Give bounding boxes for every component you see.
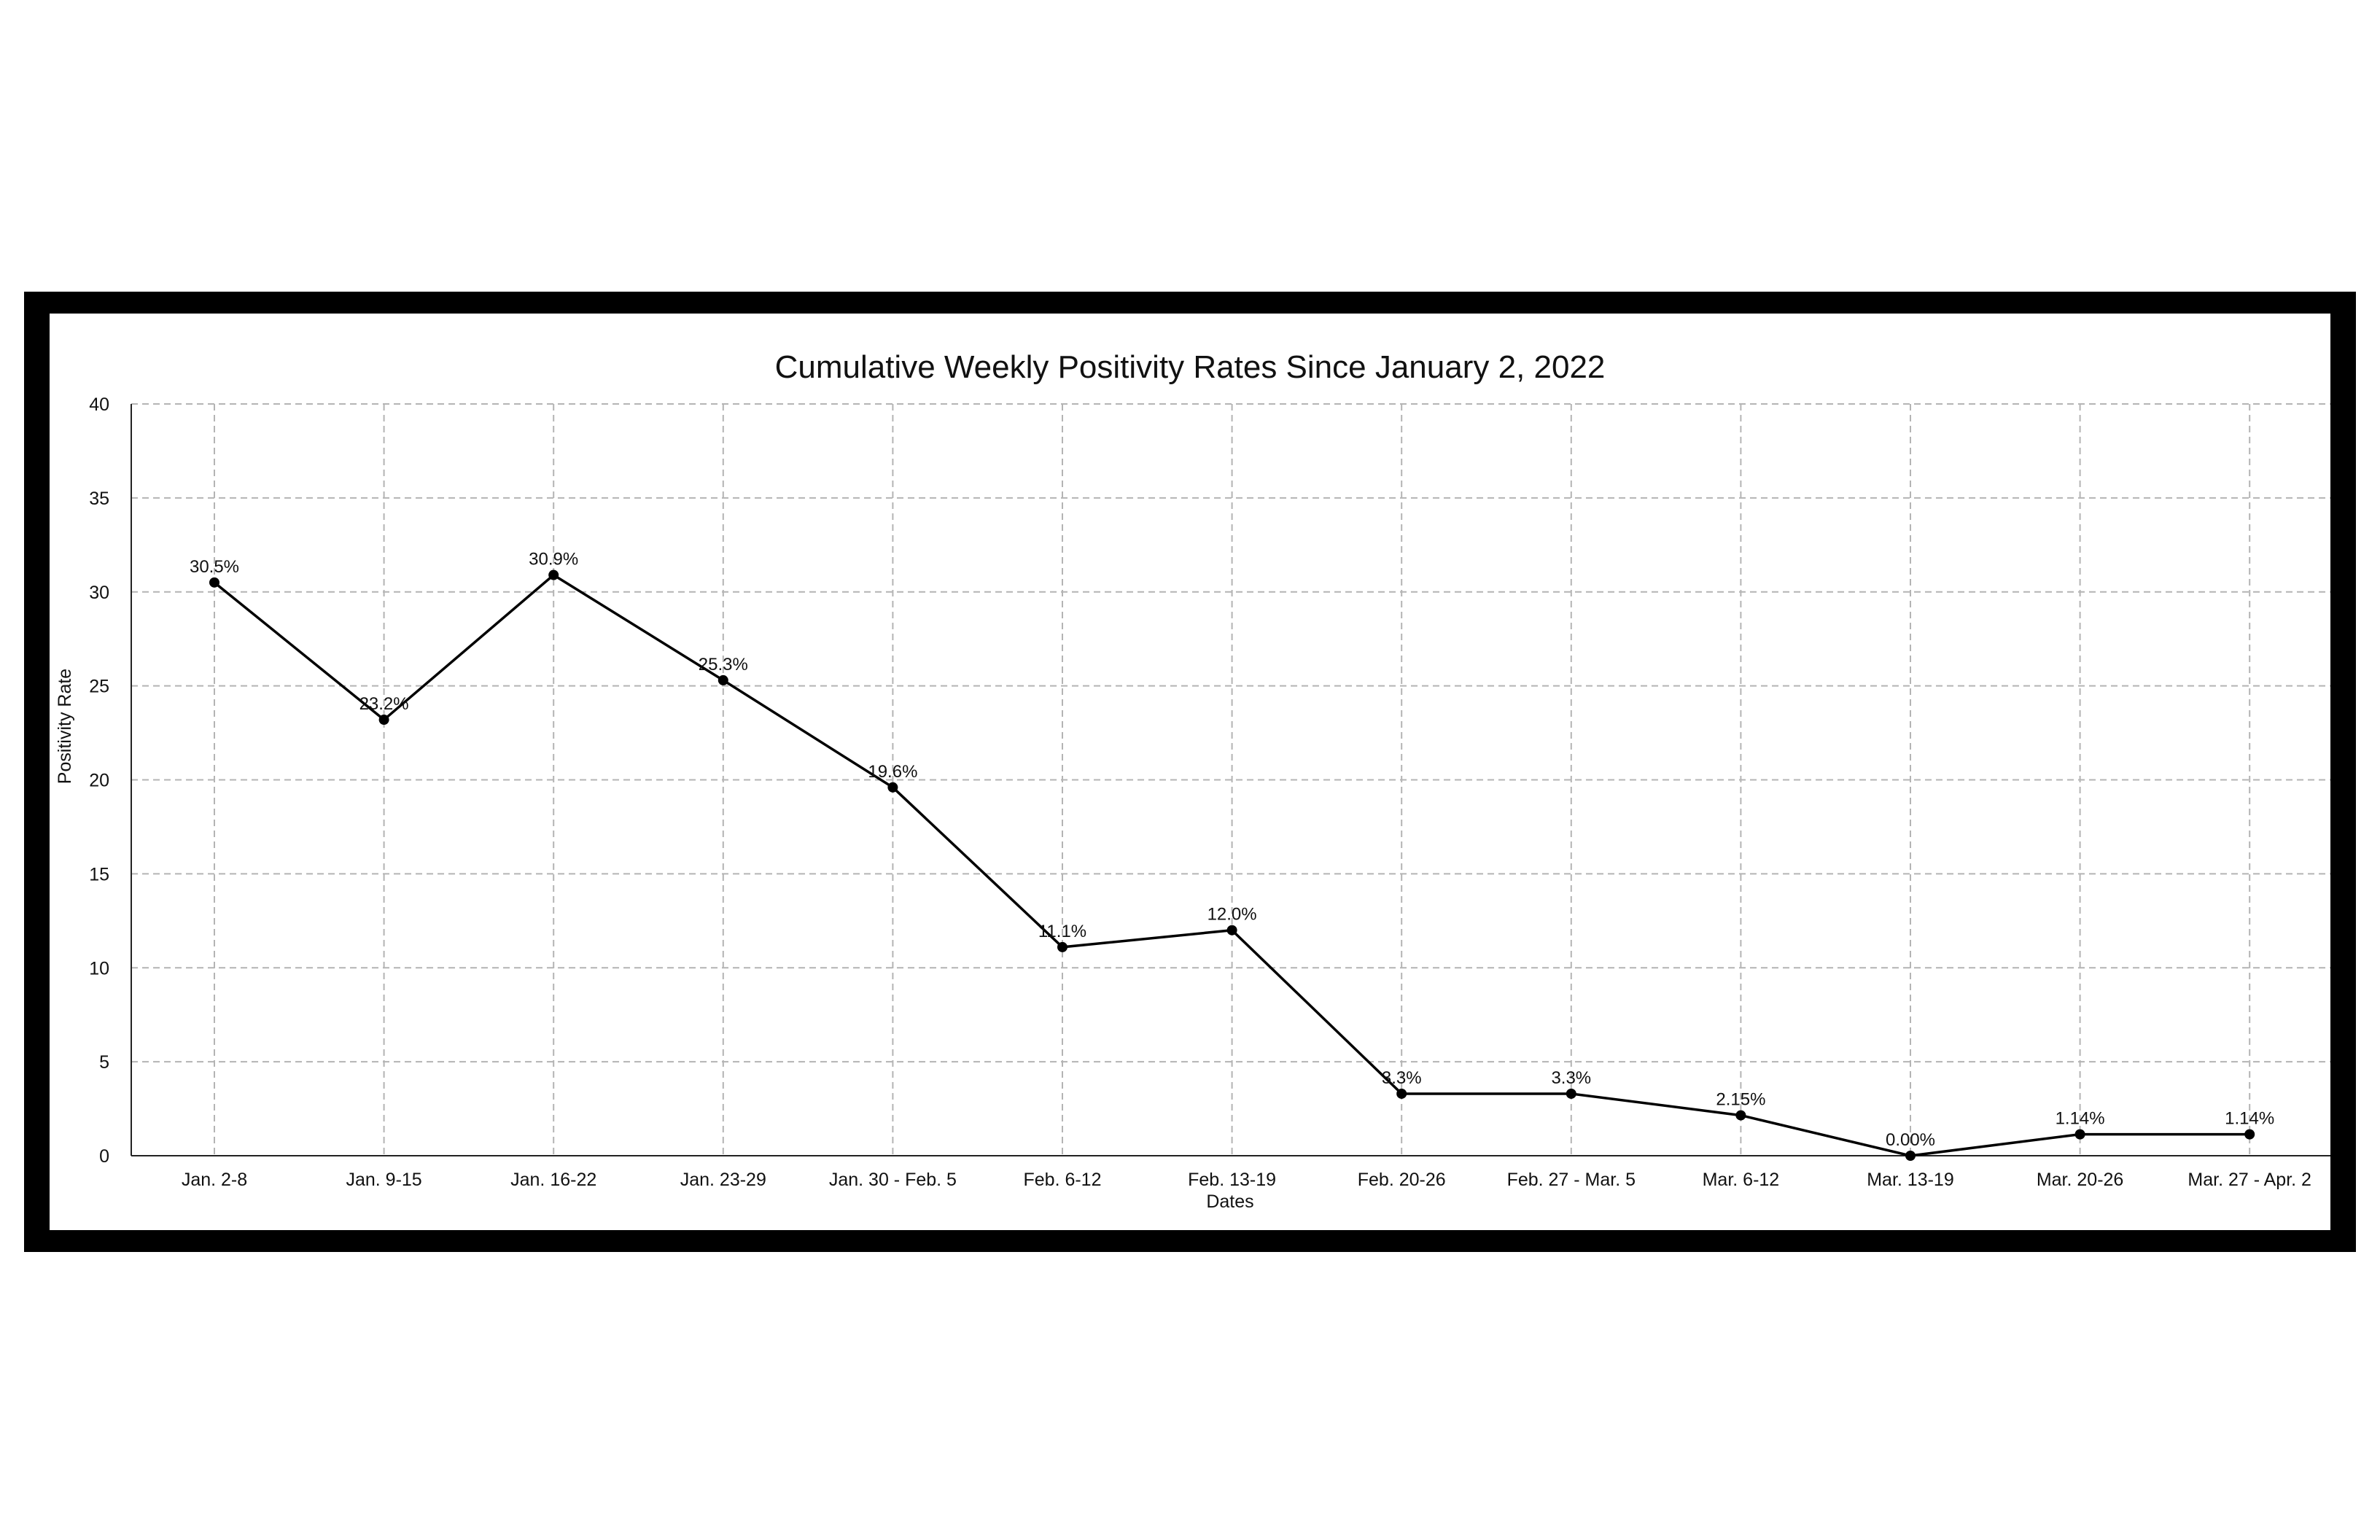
x-tick-label: Jan. 9-15: [346, 1170, 421, 1190]
data-label: 30.9%: [529, 550, 578, 569]
data-label: 23.2%: [359, 694, 409, 714]
grid: [131, 403, 2330, 1156]
x-tick-label: Mar. 27 - Apr. 2: [2188, 1170, 2311, 1190]
chart-panel: Cumulative Weekly Positivity Rates Since…: [50, 314, 2330, 1230]
data-label: 19.6%: [868, 762, 917, 782]
y-axis-label: Positivity Rate: [55, 669, 75, 784]
y-tick-label: 20: [89, 771, 109, 791]
data-point: [1566, 1088, 1576, 1099]
y-axis-ticks: 0 5 10 15 20 25 30 35 40: [89, 394, 109, 1167]
data-point: [1735, 1110, 1746, 1121]
data-point: [1057, 941, 1068, 952]
data-point: [1396, 1088, 1407, 1099]
x-axis-label: Dates: [1206, 1191, 1253, 1212]
data-label: 3.3%: [1551, 1068, 1591, 1088]
x-tick-label: Jan. 30 - Feb. 5: [829, 1170, 957, 1190]
x-tick-label: Mar. 13-19: [1867, 1170, 1954, 1190]
x-tick-label: Mar. 6-12: [1703, 1170, 1780, 1190]
data-label: 0.00%: [1886, 1130, 1935, 1150]
y-tick-label: 10: [89, 958, 109, 979]
data-point: [378, 715, 389, 726]
y-tick-label: 30: [89, 583, 109, 603]
chart-title: Cumulative Weekly Positivity Rates Since…: [775, 349, 1606, 385]
data-point: [548, 569, 559, 580]
data-point: [209, 577, 219, 588]
x-tick-label: Jan. 16-22: [510, 1170, 596, 1190]
x-tick-label: Feb. 20-26: [1358, 1170, 1446, 1190]
data-label: 25.3%: [699, 655, 748, 674]
x-axis-ticks: Jan. 2-8 Jan. 9-15 Jan. 16-22 Jan. 23-29 Jan…: [182, 1170, 2311, 1190]
axes: [131, 404, 2330, 1156]
y-tick-label: 5: [99, 1052, 109, 1073]
data-label: 3.3%: [1382, 1068, 1422, 1088]
data-label: 1.14%: [2056, 1109, 2105, 1129]
data-point: [718, 674, 728, 685]
data-series: [209, 569, 2255, 1161]
data-label: 2.15%: [1716, 1090, 1765, 1110]
data-label: 11.1%: [1038, 922, 1086, 941]
data-point: [2074, 1129, 2085, 1140]
y-tick-label: 35: [89, 489, 109, 509]
chart-frame: Cumulative Weekly Positivity Rates Since…: [24, 292, 2356, 1252]
y-tick-label: 40: [89, 394, 109, 415]
x-tick-label: Feb. 13-19: [1188, 1170, 1276, 1190]
y-tick-label: 0: [99, 1146, 109, 1167]
data-point: [2244, 1129, 2255, 1140]
data-labels: 30.5% 23.2% 30.9% 25.3% 19.6% 11.1% 12.0% 3.3% 3…: [190, 550, 2274, 1150]
data-point: [887, 782, 898, 793]
line-chart: Cumulative Weekly Positivity Rates Since…: [55, 349, 2330, 1212]
x-tick-label: Jan. 2-8: [182, 1170, 247, 1190]
data-point: [1226, 925, 1237, 936]
x-tick-label: Feb. 6-12: [1023, 1170, 1101, 1190]
data-point: [1905, 1151, 1916, 1161]
y-tick-label: 15: [89, 864, 109, 884]
x-tick-label: Mar. 20-26: [2037, 1170, 2124, 1190]
data-label: 12.0%: [1208, 905, 1257, 925]
y-tick-label: 25: [89, 677, 109, 697]
x-tick-label: Feb. 27 - Mar. 5: [1507, 1170, 1636, 1190]
data-label: 1.14%: [2225, 1109, 2274, 1129]
x-tick-label: Jan. 23-29: [680, 1170, 766, 1190]
data-label: 30.5%: [190, 557, 239, 577]
